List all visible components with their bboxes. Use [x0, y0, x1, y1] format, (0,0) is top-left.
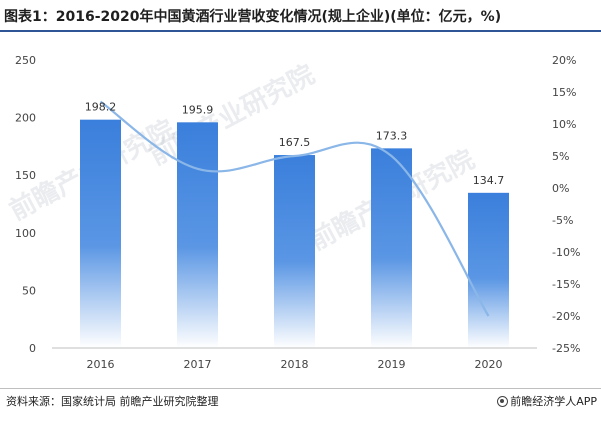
y-right-tick-10%: 10%	[552, 118, 576, 131]
y-right-tick--25%: -25%	[552, 342, 580, 355]
y-left-tick-50: 50	[22, 284, 36, 297]
data-label-2016: 198.2	[85, 101, 117, 114]
y-right-tick--15%: -15%	[552, 278, 580, 291]
footer-rule	[0, 388, 601, 389]
y-left-tick-0: 0	[29, 342, 36, 355]
y-right-tick--20%: -20%	[552, 310, 580, 323]
y-right-tick-5%: 5%	[552, 150, 569, 163]
y-right-tick--5%: -5%	[552, 214, 573, 227]
x-tick-2019: 2019	[378, 358, 406, 371]
bar-2019	[371, 148, 412, 348]
bar-2017	[177, 122, 218, 348]
y-right-tick-20%: 20%	[552, 54, 576, 67]
y-left-tick-250: 250	[15, 54, 36, 67]
data-label-2019: 173.3	[376, 129, 408, 142]
x-tick-2017: 2017	[184, 358, 212, 371]
brand-label: 前瞻经济学人APP	[510, 395, 597, 408]
data-label-2017: 195.9	[182, 103, 214, 116]
x-tick-2020: 2020	[475, 358, 503, 371]
bar-2018	[274, 155, 315, 348]
bar-2020	[468, 192, 509, 348]
brand-logo-icon	[497, 396, 509, 407]
chart: 198.2 195.9 167.5 173.3 134.7 0 50 100 150 200 25…	[15, 54, 580, 371]
data-label-2018: 167.5	[279, 136, 311, 149]
y-right-tick-15%: 15%	[552, 86, 576, 99]
title-rule	[0, 30, 601, 32]
y-left-tick-100: 100	[15, 227, 36, 240]
y-right-tick-0%: 0%	[552, 182, 569, 195]
data-label-2020: 134.7	[473, 174, 505, 187]
source-note: 资料来源：国家统计局 前瞻产业研究院整理	[6, 395, 219, 408]
growth-line	[99, 100, 490, 317]
bar-2016	[80, 119, 121, 348]
chart-title: 图表1：2016-2020年中国黄酒行业营收变化情况(规上企业)(单位：亿元，%…	[4, 9, 502, 25]
x-tick-2018: 2018	[281, 358, 309, 371]
y-right-tick--10%: -10%	[552, 246, 580, 259]
brand: 前瞻经济学人APP	[497, 393, 597, 409]
y-left-tick-200: 200	[15, 112, 36, 125]
x-tick-2016: 2016	[87, 358, 115, 371]
y-left-tick-150: 150	[15, 169, 36, 182]
